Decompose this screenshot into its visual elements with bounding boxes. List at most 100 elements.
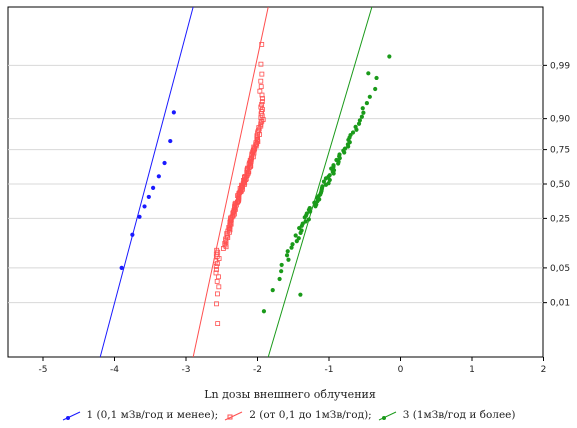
data-point-series-1 xyxy=(146,194,151,200)
data-point-series-3 xyxy=(296,236,301,241)
data-point-series-3 xyxy=(342,146,348,151)
data-point-series-3 xyxy=(350,130,356,135)
x-axis-label: Ln дозы внешнего облучения xyxy=(204,388,376,401)
data-point-series-2 xyxy=(216,274,221,280)
data-point-series-2 xyxy=(215,291,220,297)
y-tick-label: 0,01 xyxy=(550,299,570,309)
data-points xyxy=(119,42,392,326)
data-point-series-2 xyxy=(259,102,265,107)
plot-area-frame xyxy=(7,6,544,358)
data-point-series-3 xyxy=(326,181,331,186)
data-point-series-3 xyxy=(279,262,284,268)
data-point-series-1 xyxy=(151,185,156,190)
data-point-series-3 xyxy=(367,94,372,99)
x-tick-label: -4 xyxy=(110,365,119,375)
fit-line-series-3 xyxy=(267,6,373,358)
y-tick-label: 0,50 xyxy=(550,180,570,190)
data-point-series-3 xyxy=(353,124,358,129)
y-tick-label: 0,75 xyxy=(550,146,570,156)
x-tick-label: -1 xyxy=(325,365,334,375)
data-point-series-3 xyxy=(279,269,284,274)
x-tick-label: 2 xyxy=(541,365,547,375)
x-axis-ticks: -5 -4 -3 -2 -1 0 1 2 xyxy=(39,357,547,375)
data-point-series-3 xyxy=(320,184,325,189)
legend-marker-2 xyxy=(225,411,243,421)
data-point-series-3 xyxy=(360,106,365,111)
data-point-series-2 xyxy=(258,104,264,110)
data-point-series-1 xyxy=(171,110,176,115)
data-point-series-2 xyxy=(257,88,263,94)
legend-item-2: 2 (от 0,1 до 1мЗв/год); xyxy=(224,409,372,421)
data-point-series-2 xyxy=(214,247,220,253)
y-tick-label: 0,25 xyxy=(550,214,570,224)
data-point-series-2 xyxy=(258,84,264,90)
legend-item-3: 3 (1мЗв/год и более) xyxy=(378,409,516,421)
data-point-series-2 xyxy=(213,263,219,269)
legend-marker-3 xyxy=(378,411,396,421)
data-point-series-2 xyxy=(224,231,230,236)
data-point-series-3 xyxy=(357,118,362,123)
data-point-series-1 xyxy=(142,204,147,209)
data-point-series-3 xyxy=(306,217,311,222)
data-point-series-3 xyxy=(331,163,336,168)
y-axis-ticks: 0,99 0,90 0,75 0,50 0,25 0,05 0,01 xyxy=(543,61,570,309)
data-point-series-2 xyxy=(240,181,246,187)
data-point-series-3 xyxy=(277,276,282,282)
grid-lines xyxy=(8,64,543,304)
data-point-series-1 xyxy=(162,160,167,166)
legend-marker-1 xyxy=(62,411,80,421)
legend-item-1: 1 (0,1 мЗв/год и менее); xyxy=(62,409,219,421)
data-point-series-3 xyxy=(373,86,378,92)
data-point-series-3 xyxy=(366,71,371,76)
data-point-series-2 xyxy=(214,301,219,307)
data-point-series-3 xyxy=(356,121,362,126)
x-tick-label: 0 xyxy=(398,365,404,375)
data-point-series-3 xyxy=(286,257,291,262)
data-point-series-3 xyxy=(298,292,303,297)
data-point-series-2 xyxy=(260,96,265,101)
data-point-series-3 xyxy=(285,249,290,254)
data-point-series-3 xyxy=(290,242,295,247)
data-point-series-3 xyxy=(327,177,332,183)
data-point-series-3 xyxy=(374,75,379,81)
data-point-series-2 xyxy=(259,71,265,77)
data-point-series-3 xyxy=(304,211,309,216)
fit-line-series-1 xyxy=(99,6,194,358)
data-point-series-2 xyxy=(258,78,264,84)
data-point-series-1 xyxy=(119,265,124,270)
data-point-series-3 xyxy=(364,100,369,106)
fit-line-series-2 xyxy=(192,6,269,358)
y-tick-label: 0,05 xyxy=(550,264,570,274)
x-tick-label: -2 xyxy=(253,365,262,375)
data-point-series-2 xyxy=(222,241,228,246)
data-point-series-3 xyxy=(293,233,298,238)
x-tick-label: -5 xyxy=(39,365,48,375)
data-point-series-2 xyxy=(215,321,221,326)
data-point-series-1 xyxy=(168,138,173,144)
data-point-series-2 xyxy=(213,270,219,276)
data-point-series-3 xyxy=(284,253,290,258)
data-point-series-2 xyxy=(214,261,220,266)
data-point-series-2 xyxy=(214,278,220,284)
data-point-series-3 xyxy=(261,309,267,314)
y-tick-label: 0,90 xyxy=(550,115,570,125)
legend-label-2: 2 (от 0,1 до 1мЗв/год); xyxy=(249,409,372,421)
data-point-series-1 xyxy=(130,232,135,237)
data-point-series-3 xyxy=(303,219,308,224)
data-point-series-3 xyxy=(337,152,342,157)
legend-label-3: 3 (1мЗв/год и более) xyxy=(402,409,516,421)
data-point-series-2 xyxy=(256,126,262,132)
x-tick-label: -3 xyxy=(182,365,191,375)
data-point-series-2 xyxy=(260,107,265,112)
data-point-series-3 xyxy=(270,288,275,293)
fit-lines xyxy=(99,6,373,358)
data-point-series-2 xyxy=(259,42,265,47)
data-point-series-3 xyxy=(307,205,312,211)
data-point-series-3 xyxy=(327,173,332,178)
legend-label-1: 1 (0,1 мЗв/год и менее); xyxy=(86,409,219,421)
data-point-series-1 xyxy=(156,174,161,179)
data-point-series-3 xyxy=(387,54,392,59)
data-point-series-3 xyxy=(300,221,305,226)
data-point-series-2 xyxy=(213,258,219,264)
data-point-series-3 xyxy=(334,157,339,163)
